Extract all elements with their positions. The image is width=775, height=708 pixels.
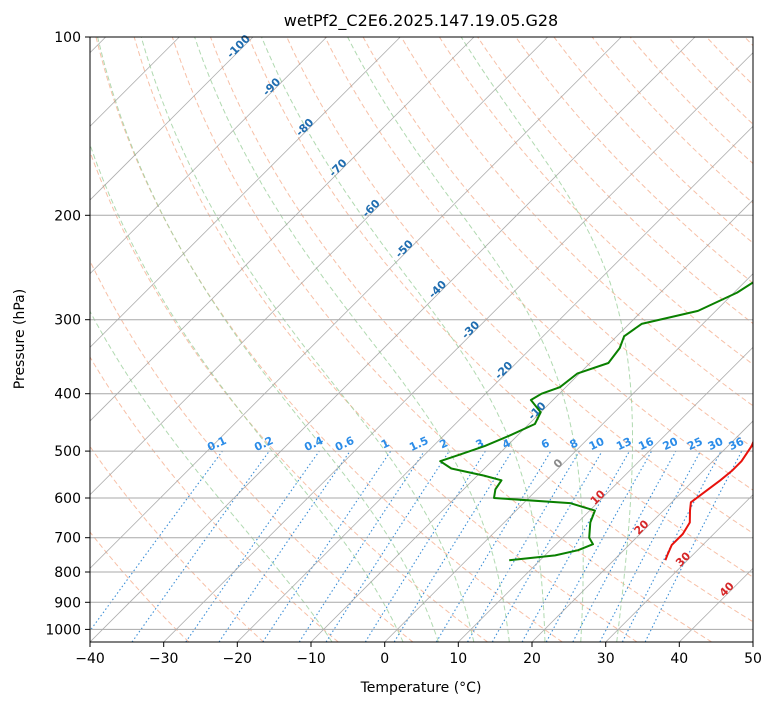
x-tick-label: 30 [597, 651, 615, 667]
dry-adiabat-line [90, 356, 339, 642]
isotherm-line [458, 346, 753, 642]
x-tick-label: 10 [449, 651, 467, 667]
x-tick-label: −40 [75, 651, 105, 667]
mixing-ratio-line [298, 450, 425, 642]
isotherm-line [90, 37, 548, 496]
y-tick-label: 600 [54, 491, 81, 507]
x-tick-label: 40 [670, 651, 688, 667]
isotherm-line [90, 37, 696, 642]
moist-adiabat-line [90, 143, 404, 642]
dry-adiabat-line [210, 37, 753, 623]
x-tick-label: −10 [296, 651, 326, 667]
x-axis-label: Temperature (°C) [360, 680, 482, 696]
mixing-ratio-line [521, 450, 630, 642]
y-axis-label: Pressure (hPa) [12, 289, 28, 389]
x-tick-label: 20 [523, 651, 541, 667]
dry-adiabat-line [248, 37, 753, 578]
y-tick-label: 300 [54, 313, 81, 329]
x-tick-label: −20 [223, 651, 253, 667]
plot-background [90, 37, 753, 642]
isotherm-line [531, 420, 753, 642]
x-tick-label: −30 [149, 651, 179, 667]
moist-adiabat-line [140, 37, 475, 642]
temperature-profile-line [664, 440, 753, 561]
mixing-ratio-label: 13 [614, 435, 633, 453]
isotherm-line [237, 125, 753, 642]
mixing-ratio-line [131, 450, 270, 642]
mixing-ratio-line [572, 450, 677, 642]
dewpoint-profile-line [439, 281, 753, 562]
isotherm-line [90, 37, 327, 275]
moist-adiabat-line [194, 37, 510, 642]
mixing-ratio-line [218, 450, 351, 642]
y-tick-label: 800 [54, 565, 81, 581]
mixing-ratio-label: 30 [706, 435, 726, 453]
mixing-ratio-label: 20 [661, 435, 681, 453]
moist-adiabat-line [90, 310, 333, 642]
y-tick-label: 100 [54, 30, 81, 46]
y-tick-label: 500 [54, 444, 81, 460]
y-tick-label: 1000 [45, 622, 81, 638]
moist-adiabat-line [261, 37, 546, 642]
moist-adiabat-line [347, 37, 584, 642]
x-tick-label: 50 [744, 651, 762, 667]
mixing-ratio-label: 16 [636, 435, 656, 453]
plot-frame [89, 36, 754, 643]
isotherm-line [310, 199, 753, 642]
dry-adiabat-line [324, 37, 753, 491]
mixing-ratio-label: 10 [587, 435, 607, 453]
dry-adiabat-line [400, 37, 753, 407]
mixing-ratio-line [262, 450, 392, 642]
dry-adiabat-line [90, 150, 488, 642]
isotherm-line [90, 37, 401, 348]
isotherm-line [163, 52, 753, 642]
isotherm-line [90, 37, 622, 569]
chart-title: wetPf2_C2E6.2025.147.19.05.G28 [284, 11, 558, 31]
dry-adiabat-line [438, 37, 753, 366]
mixing-ratio-line [644, 450, 743, 642]
x-tick-label: 0 [380, 651, 389, 667]
mixing-ratio-line [393, 450, 513, 642]
mixing-ratio-label: 25 [685, 435, 704, 453]
isotherm-line [90, 37, 475, 422]
y-tick-label: 200 [54, 208, 81, 224]
dry-adiabat-line [90, 445, 264, 642]
mixing-ratio-label: 36 [727, 435, 747, 453]
isotherm-line [90, 37, 254, 201]
dry-adiabat-line [90, 531, 190, 642]
mixing-ratio-line [545, 450, 653, 642]
mixing-ratio-line [185, 450, 320, 642]
dry-adiabat-line [515, 37, 753, 284]
axis-ticks: −40 −30 −20 −10 0 10 20 30 40 50 100 200 300 400 500 60… [45, 30, 762, 667]
profiles [439, 281, 753, 562]
mixing-ratio-line [90, 450, 223, 632]
isotherm-line [752, 641, 753, 642]
y-tick-label: 700 [54, 531, 81, 547]
dry-adiabat-line [133, 37, 638, 642]
moist-adiabat-line [97, 37, 439, 642]
y-tick-label: 900 [54, 595, 81, 611]
isotherm-line [605, 494, 753, 642]
y-tick-label: 400 [54, 387, 81, 403]
isotherm-line [384, 273, 753, 642]
mixing-ratio-line [325, 450, 450, 642]
background-lines [90, 37, 753, 642]
